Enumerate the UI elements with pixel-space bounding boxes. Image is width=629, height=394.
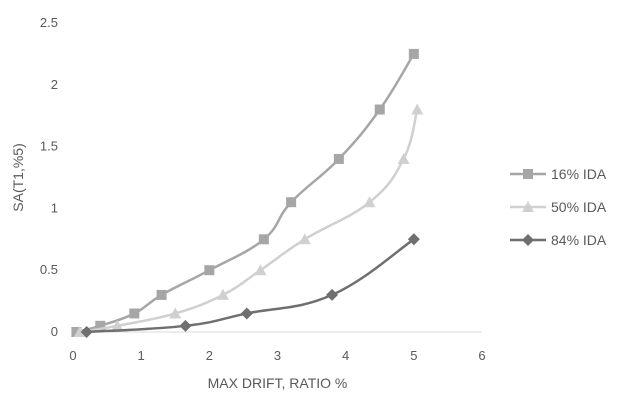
- data-point-triangle: [254, 264, 267, 276]
- y-tick-label: 0: [51, 324, 58, 339]
- x-tick-label: 1: [138, 348, 145, 363]
- y-tick-label: 1.5: [40, 139, 58, 154]
- series-triangle: [73, 103, 424, 337]
- x-tick-label: 5: [410, 348, 417, 363]
- data-point-square: [258, 234, 269, 245]
- data-point-triangle: [411, 103, 424, 115]
- y-tick-label: 1: [51, 200, 58, 215]
- series-line: [79, 109, 419, 334]
- legend: 16% IDA 50% IDA 84% IDA: [510, 166, 607, 248]
- series-square: [71, 48, 419, 337]
- data-point-square: [156, 289, 167, 300]
- x-tick-label: 3: [274, 348, 281, 363]
- data-point-triangle: [397, 152, 410, 164]
- data-point-square: [71, 327, 82, 337]
- y-tick-label: 0.5: [40, 262, 58, 277]
- y-tick-label: 2.5: [40, 15, 58, 30]
- series-diamond: [80, 233, 420, 338]
- data-point-square: [408, 48, 419, 59]
- data-point-square: [333, 153, 344, 164]
- data-point-square: [129, 308, 140, 319]
- data-point-diamond: [179, 319, 192, 332]
- legend-label: 16% IDA: [551, 166, 607, 182]
- legend-label: 50% IDA: [551, 199, 607, 215]
- legend-item: 16% IDA: [510, 166, 607, 182]
- x-axis-title: MAX DRIFT, RATIO %: [208, 375, 348, 391]
- y-tick-label: 2: [51, 77, 58, 92]
- data-point-triangle: [298, 233, 311, 245]
- data-point-square: [374, 104, 385, 115]
- series-line: [76, 53, 415, 334]
- data-point-triangle: [111, 319, 124, 331]
- data-point-triangle: [216, 288, 229, 300]
- data-point-square: [286, 197, 297, 208]
- data-point-triangle: [363, 196, 376, 208]
- series-layer: [71, 48, 424, 338]
- legend-item: 50% IDA: [510, 199, 607, 215]
- data-point-square: [204, 265, 215, 276]
- y-axis-title: SA(T1,%5): [10, 143, 26, 211]
- x-tick-label: 6: [478, 348, 485, 363]
- data-point-diamond: [80, 326, 93, 338]
- legend-marker: [523, 169, 533, 179]
- x-tick-label: 2: [206, 348, 213, 363]
- legend-item: 84% IDA: [510, 232, 607, 248]
- x-tick-label: 0: [69, 348, 76, 363]
- y-axis-ticks: 0 0.5 1 1.5 2 2.5: [40, 15, 58, 339]
- legend-marker: [522, 234, 534, 246]
- data-point-diamond: [407, 233, 420, 246]
- legend-label: 84% IDA: [551, 232, 607, 248]
- data-point-diamond: [326, 288, 339, 301]
- x-tick-label: 4: [342, 348, 349, 363]
- data-point-square: [95, 320, 106, 331]
- plot-area: 0 1 2 3 4 5 6 0 0.5 1 1.5 2 2.5: [40, 15, 486, 363]
- data-point-triangle: [73, 326, 86, 337]
- data-point-triangle: [169, 307, 182, 319]
- x-axis-ticks: 0 1 2 3 4 5 6: [69, 348, 485, 363]
- data-point-diamond: [240, 307, 253, 320]
- legend-marker: [522, 201, 534, 212]
